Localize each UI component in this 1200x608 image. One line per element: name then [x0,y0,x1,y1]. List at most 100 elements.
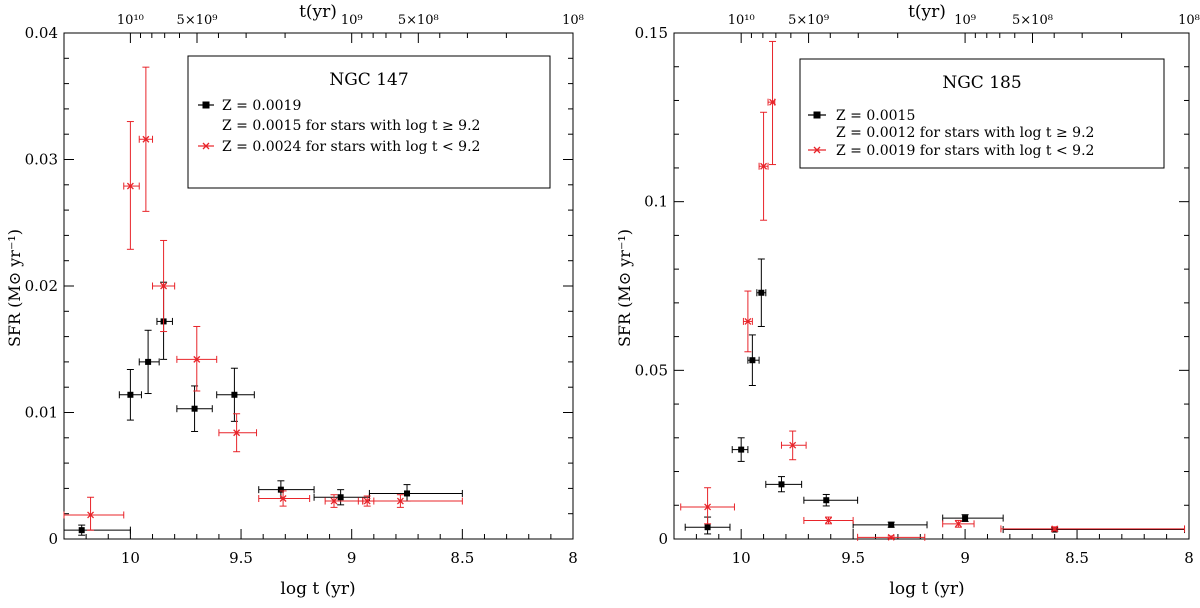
top-tick-label: 10⁸ [562,13,584,28]
x-axis-label: log t (yr) [280,579,355,599]
legend: NGC 185 Z = 0.0015 Z = 0.0012 for stars … [799,58,1165,169]
marker-square [962,515,969,522]
marker-square [127,391,134,398]
y-tick-label: 0 [48,530,58,548]
legend-marker-square [813,111,821,119]
marker-square [78,527,85,534]
marker-square [337,494,344,501]
marker-square [749,357,756,364]
y-axis-label: SFR (M⊙ yr⁻¹) [5,229,24,347]
x-axis-label: log t (yr) [889,579,964,599]
x-tick-label: 10 [732,549,751,567]
marker-square [404,490,411,497]
marker-square [231,391,238,398]
y-tick-label: 0.15 [635,24,668,42]
legend-box [799,58,1165,169]
marker-square [823,497,830,504]
data-point [780,430,807,461]
x-tick-label: 8.5 [1065,549,1089,567]
legend-entry-2: Z = 0.0024 for stars with log t < 9.2 [222,139,480,155]
marker-square [758,289,765,296]
y-tick-label: 0.02 [25,277,58,295]
top-axis-title: t(yr) [299,2,337,22]
x-tick-label: 10 [121,549,140,567]
data-point [123,121,140,250]
y-tick-label: 0.01 [25,404,58,422]
legend-title: NGC 147 [329,70,408,90]
top-axis-title: t(yr) [908,2,946,22]
y-tick-label: 0 [658,530,668,548]
data-point [1002,526,1186,534]
legend-box [187,55,551,189]
marker-cross [87,511,95,519]
data-point [138,329,160,395]
legend-entry-1: Z = 0.0019 [222,98,301,114]
marker-cross [330,497,338,505]
data-point [942,514,1004,522]
legend-entry-1b: Z = 0.0012 for stars with log t ≥ 9.2 [836,125,1094,141]
data-point [63,496,125,531]
y-tick-label: 0.1 [644,193,668,211]
marker-cross [744,317,752,325]
marker-cross [142,135,150,143]
plot-frame [673,32,1190,540]
marker-cross [825,516,832,524]
x-tick-label: 8.5 [450,549,474,567]
top-tick-label: 5×10⁸ [398,13,439,28]
top-tick-label: 10¹⁰ [117,13,144,28]
marker-cross [396,497,404,505]
data-point [803,516,854,525]
marker-square [145,358,152,365]
legend: NGC 147 Z = 0.0019 Z = 0.0015 for stars … [187,55,551,189]
legend-marker-cross [813,146,821,154]
legend-marker-square [202,101,210,109]
marker-cross [887,533,895,541]
marker-square [888,521,895,528]
y-axis-label: SFR (M⊙ yr⁻¹) [615,229,634,347]
data-point [176,385,213,432]
data-point [138,66,154,212]
top-tick-label: 5×10⁸ [1012,13,1053,28]
data-point [1000,525,1186,533]
top-tick-label: 5×10⁹ [788,13,829,28]
data-point [156,281,173,360]
marker-cross [233,429,241,437]
x-tick-label: 9 [960,549,970,567]
x-tick-label: 9.5 [841,549,865,567]
x-tick-label: 8 [568,549,578,567]
x-tick-label: 9 [347,549,357,567]
data-point [118,368,142,421]
data-point [313,489,370,506]
top-tick-label: 10⁸ [1178,13,1200,28]
data-point [857,533,926,541]
top-tick-label: 10¹⁰ [728,13,755,28]
data-point [747,334,760,387]
legend-title: NGC 185 [942,73,1021,93]
marker-square [191,405,198,412]
chart-panel-ngc185: t(yr) log t (yr) SFR (M⊙ yr⁻¹) 10 9.5 9 8.5… [615,2,1200,599]
y-tick-label: 0.04 [25,24,58,42]
marker-cross [704,503,712,511]
data-point [731,437,749,462]
marker-cross [789,441,797,449]
marker-cross [160,282,168,290]
top-tick-label: 10⁹ [954,13,976,28]
y-tick-label: 0.05 [635,361,668,379]
marker-square [738,446,745,453]
marker-cross [954,520,962,528]
data-point [216,367,255,422]
y-tick-label: 0.03 [25,151,58,169]
data-point [324,494,364,508]
marker-square [704,524,711,531]
data-point [742,290,753,353]
data-point [362,494,463,508]
data-point [852,521,928,529]
legend-entry-2: Z = 0.0019 for stars with log t < 9.2 [836,143,1094,159]
data-point [218,413,258,453]
x-tick-label: 8 [1184,549,1194,567]
marker-cross [1051,525,1059,533]
marker-cross [279,495,287,502]
marker-square [277,486,284,493]
marker-square [778,481,785,488]
